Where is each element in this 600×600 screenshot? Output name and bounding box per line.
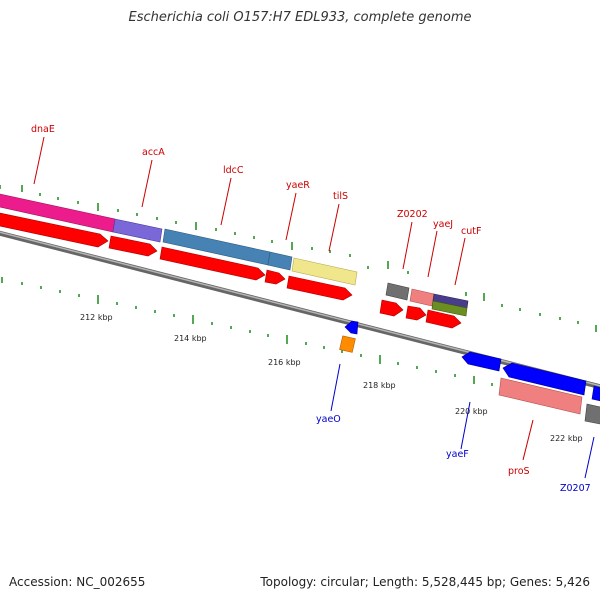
gene-label-yaeO[interactable]: yaeO — [316, 414, 341, 425]
cds-arrow[interactable] — [502, 362, 587, 396]
gene-label-accA[interactable]: accA — [142, 147, 165, 158]
kbp-label: 220 kbp — [455, 407, 488, 416]
label-pointer — [285, 192, 297, 241]
reverse-cds-track — [344, 320, 600, 402]
label-pointer — [330, 363, 341, 412]
label-pointer — [220, 177, 232, 226]
cutF-feature-lower — [431, 300, 468, 317]
cds-arrow[interactable] — [286, 275, 353, 301]
gene-label-Z0207[interactable]: Z0207 — [560, 483, 591, 494]
cds-arrow[interactable] — [461, 351, 502, 372]
yaeO-feature[interactable] — [339, 335, 356, 353]
cds-arrow[interactable] — [591, 385, 600, 402]
gene-label-yaeJ[interactable]: yaeJ — [433, 219, 453, 230]
gene-labels: dnaE accA ldcC yaeR tilS Z0202 yaeJ cutF… — [31, 124, 595, 494]
cds-arrow[interactable] — [405, 305, 427, 321]
label-pointer — [460, 401, 471, 450]
gene-label-ldcC[interactable]: ldcC — [223, 165, 244, 176]
cds-arrow[interactable] — [159, 246, 266, 281]
Z0202-feature[interactable] — [385, 282, 410, 301]
cds-arrow[interactable] — [344, 320, 359, 335]
cds-arrow[interactable] — [379, 299, 404, 317]
yaeR-feature[interactable] — [267, 251, 293, 271]
label-pointer — [33, 136, 45, 185]
topology-text: Topology: circular; Length: 5,528,445 bp… — [260, 575, 590, 589]
gene-label-yaeF[interactable]: yaeF — [446, 449, 469, 460]
gene-label-yaeR[interactable]: yaeR — [286, 180, 310, 191]
gene-label-cutF[interactable]: cutF — [461, 226, 481, 237]
gene-label-Z0202[interactable]: Z0202 — [397, 209, 428, 220]
label-pointer — [328, 203, 340, 252]
kbp-label: 218 kbp — [363, 381, 396, 390]
kbp-label: 216 kbp — [268, 358, 301, 367]
gene-label-tilS[interactable]: tilS — [333, 191, 348, 202]
cds-arrow[interactable] — [425, 309, 462, 329]
genome-backbone — [0, 230, 600, 390]
feature-track — [0, 193, 600, 425]
kbp-label: 222 kbp — [550, 434, 583, 443]
gene-label-proS[interactable]: proS — [508, 466, 530, 477]
kbp-label: 212 kbp — [80, 313, 113, 322]
forward-cds-track — [0, 212, 462, 329]
Z0207-feature[interactable] — [584, 403, 600, 425]
kbp-label: 214 kbp — [174, 334, 207, 343]
genome-title: Escherichia coli O157:H7 EDL933, complet… — [128, 10, 472, 25]
yaeJ-feature[interactable] — [409, 288, 435, 307]
gene-label-dnaE[interactable]: dnaE — [31, 124, 55, 135]
tilS-feature[interactable] — [291, 257, 358, 286]
proS-feature[interactable] — [498, 377, 583, 415]
cds-arrow[interactable] — [264, 269, 286, 285]
upper-tick-row — [0, 185, 597, 332]
label-pointer — [402, 221, 413, 270]
label-pointer — [522, 419, 534, 461]
cds-arrow[interactable] — [0, 212, 109, 248]
accA-feature[interactable] — [112, 218, 163, 243]
accession-text: Accession: NC_002655 — [9, 575, 146, 589]
cds-arrow[interactable] — [108, 235, 158, 257]
label-pointer — [427, 230, 438, 278]
label-pointer — [141, 159, 153, 208]
label-pointer — [584, 436, 595, 479]
label-pointer — [454, 237, 466, 286]
